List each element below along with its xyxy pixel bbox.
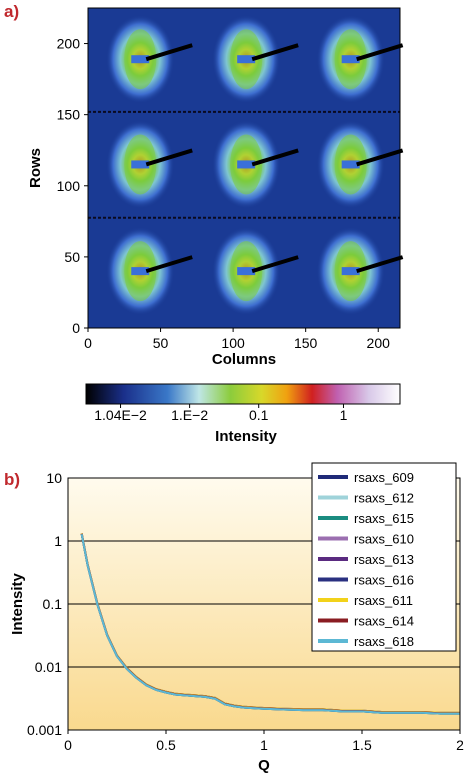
legend-label: rsaxs_610 [354,532,414,547]
legend-label: rsaxs_618 [354,634,414,649]
legend-label: rsaxs_615 [354,511,414,526]
colorbar-tick-label: 0.1 [249,407,269,423]
beamstop-arm [251,43,299,62]
heatmap-tile [212,227,299,316]
panel-b-y-ticks: 0.001 0.01 0.1 1 10 [27,470,62,738]
beam-center [341,160,360,169]
colorbar-label: Intensity [215,428,277,445]
legend-entry: rsaxs_614 [318,614,414,629]
beam-center [237,160,256,169]
x-tick-label: 1.5 [352,737,372,753]
y-tick-label: 100 [57,178,81,194]
legend-label: rsaxs_616 [354,573,414,588]
panel-b-line-chart: 0 0.5 1 1.5 2 0.001 0.01 0.1 1 10 Q Intensity rs… [9,462,464,774]
heatmap-tile [316,120,404,209]
beamstop-arm [145,43,193,62]
panel-b-x-label: Q [258,757,270,774]
y-tick-label: 10 [46,470,62,486]
colorbar-tick-label: 1 [340,407,348,423]
panel-b-y-label: Intensity [9,573,26,635]
y-tick-label: 1 [54,533,62,549]
beam-center [131,160,150,169]
legend-label: rsaxs_613 [354,552,414,567]
legend-label: rsaxs_611 [354,593,413,608]
panel-a-heatmap: 0 50 100 150 200 0 50 100 150 200 Columns Rows 1… [27,7,404,445]
legend-entry: rsaxs_618 [318,634,414,649]
y-tick-label: 50 [64,249,80,265]
heatmap-tile [212,15,299,104]
heatmap-tile [316,227,404,316]
legend-entry: rsaxs_615 [318,511,414,526]
panel-a-x-ticks: 0 50 100 150 200 [84,328,390,351]
legend-entry: rsaxs_613 [318,552,414,567]
panel-b-series [80,533,460,715]
beamstop-arm [145,148,193,167]
legend: rsaxs_609 rsaxs_612 rsaxs_615 rsaxs_610rsax… [318,470,414,649]
beam-center [237,55,256,64]
y-tick-label: 200 [57,36,81,52]
beam-center [131,267,150,276]
panel-a-label: a) [4,2,20,21]
heatmap-tiles [88,15,404,316]
panel-a-x-label: Columns [212,351,276,368]
beam-center [341,267,360,276]
y-tick-label: 150 [57,107,81,123]
colorbar [85,383,401,405]
y-tick-label: 0.001 [27,722,62,738]
y-tick-label: 0 [72,320,80,336]
beamstop-arm [251,255,299,274]
y-tick-label: 0.1 [43,596,63,612]
x-tick-label: 0 [64,737,72,753]
legend-label: rsaxs_609 [354,470,414,485]
colorbar-tick-label: 1.04E−2 [94,407,147,423]
legend-entry: rsaxs_609 [318,470,414,485]
x-tick-label: 0.5 [156,737,176,753]
x-tick-label: 150 [294,335,318,351]
heatmap-tile [106,15,193,104]
heatmap-tile [212,120,299,209]
beam-center [237,267,256,276]
beamstop-arm [145,255,193,274]
x-tick-label: 0 [84,335,92,351]
beam-center [341,55,360,64]
legend-entry: rsaxs_610 [318,532,414,547]
y-tick-label: 0.01 [35,659,62,675]
colorbar-tick-label: 1.E−2 [171,407,208,423]
beamstop-arm [356,255,404,274]
legend-label: rsaxs_612 [354,491,414,506]
x-tick-label: 200 [367,335,391,351]
beamstop-arm [356,43,404,62]
x-tick-label: 1 [260,737,268,753]
beamstop-arm [251,148,299,167]
heatmap-tile [106,227,193,316]
x-tick-label: 100 [221,335,245,351]
panel-a-y-ticks: 0 50 100 150 200 [57,36,88,336]
beamstop-arm [356,148,404,167]
legend-entry: rsaxs_616 [318,573,414,588]
legend-entry: rsaxs_612 [318,491,414,506]
colorbar-ticks: 1.04E−2 1.E−2 0.1 1 [94,404,348,423]
x-tick-label: 2 [456,737,464,753]
legend-label: rsaxs_614 [354,614,414,629]
series-line [80,534,460,715]
heatmap-tile [106,120,193,209]
legend-entry: rsaxs_611 [318,593,413,608]
heatmap-frame [87,7,401,329]
beam-center [131,55,150,64]
panel-b-x-ticks: 0 0.5 1 1.5 2 [64,730,464,753]
heatmap-tile [316,15,404,104]
panel-a-y-label: Rows [27,148,44,188]
panel-b-label: b) [4,470,21,489]
x-tick-label: 50 [153,335,169,351]
